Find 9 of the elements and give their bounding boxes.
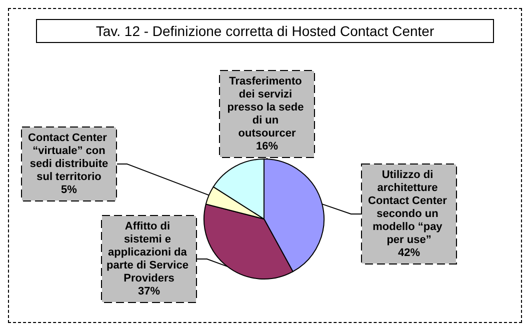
slice-label: Affitto di sistemi e applicazioni da parte di Service Providers [106, 220, 192, 284]
slice-label: Utilizzo di architetture Contact Center secondo un modello “pay per use” [368, 169, 450, 246]
slice-label: Trasferimento dei servizi presso la sede di un outsourcer [227, 76, 307, 140]
data-label: 37% [138, 286, 160, 298]
data-label: 42% [398, 247, 420, 259]
data-label: 5% [61, 184, 78, 196]
slice-label: Contact Center “virtuale” con sedi distribuite sul territorio [26, 132, 112, 183]
chart-title: Tav. 12 - Definizione corretta di Hosted Contact Center [96, 23, 434, 39]
data-label: 16% [256, 140, 278, 152]
